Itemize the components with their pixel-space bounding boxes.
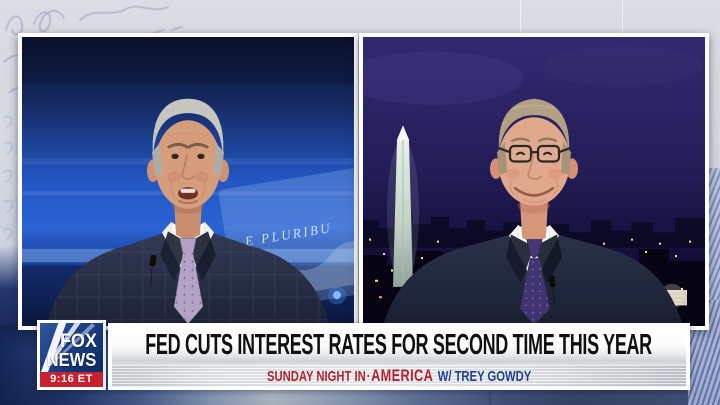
show-title-line: SUNDAY NIGHT IN·AMERICA W/ TREY GOWDY <box>267 366 531 386</box>
headline-bar: FED CUTS INTEREST RATES FOR SECOND TIME … <box>112 326 686 365</box>
left-edge-shadow <box>0 245 18 325</box>
host-neck <box>174 199 202 242</box>
studio-light-glint <box>328 285 346 305</box>
dc-night-scene <box>363 37 705 326</box>
show-name-part1: SUNDAY NIGHT IN <box>266 368 366 385</box>
searchlight-beams-icon <box>41 323 95 372</box>
host-tie <box>174 238 203 324</box>
fox-news-logo: FOX NEWS 9:16 ET <box>37 320 106 390</box>
time-badge: 9:16 ET <box>40 372 103 387</box>
news-logo-text: NEWS <box>46 350 97 370</box>
handwriting-left-edge <box>3 115 13 241</box>
guest-head <box>490 98 578 211</box>
lower-third-banner: FED CUTS INTEREST RATES FOR SECOND TIME … <box>108 323 690 390</box>
guest-video-panel <box>359 33 709 330</box>
show-bar: SUNDAY NIGHT IN·AMERICA W/ TREY GOWDY <box>112 365 686 387</box>
host-studio-scene: E PLURIBU <box>22 37 354 326</box>
guest-lapel-right <box>534 234 562 284</box>
guest-smile <box>513 186 555 197</box>
host-hair <box>152 98 224 157</box>
guest-tie <box>520 239 550 325</box>
guest-figure <box>383 98 683 326</box>
lapel-mic <box>548 275 556 305</box>
show-name-separator: · <box>366 368 371 385</box>
host-figure <box>46 98 330 326</box>
show-host-credit: W/ TREY GOWDY <box>437 368 532 385</box>
fox-logo-field: FOX NEWS <box>40 323 103 372</box>
guest-neck <box>520 199 548 245</box>
host-video-panel: E PLURIBU <box>18 33 358 330</box>
headline-text: FED CUTS INTEREST RATES FOR SECOND TIME … <box>145 329 653 361</box>
lapel-mic <box>149 254 157 286</box>
guest-hair <box>498 98 570 153</box>
fox-logo-text: FOX <box>60 331 97 352</box>
host-head <box>147 98 229 209</box>
guest-lapel-left <box>506 234 534 284</box>
show-name-part2: AMERICA <box>370 366 434 385</box>
washington-monument-icon <box>387 125 419 287</box>
